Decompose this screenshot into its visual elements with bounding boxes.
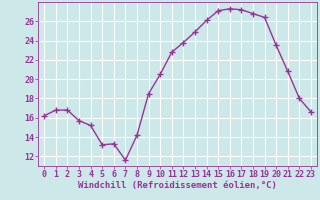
X-axis label: Windchill (Refroidissement éolien,°C): Windchill (Refroidissement éolien,°C) — [78, 181, 277, 190]
